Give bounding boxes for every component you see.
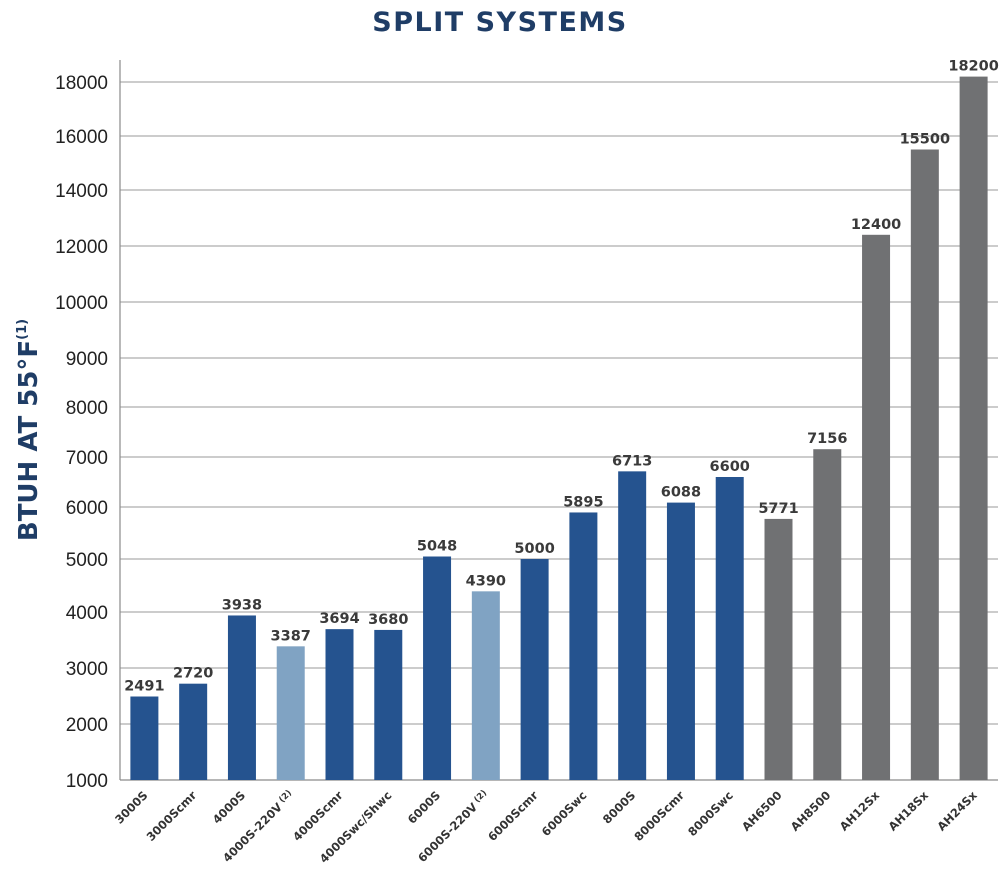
data-label: 2720 [173,666,213,682]
bar [520,559,549,780]
grid-lines [119,60,998,781]
data-label: 6088 [661,485,701,501]
data-label: 18200 [948,59,998,75]
category-label: 3000S [112,788,150,826]
category-label: AH12Sx [837,788,883,834]
bar [179,683,208,780]
y-tick-labels: 1000 2000 3000 4000 5000 6000 7000 8000 9000 1000… [55,73,108,792]
data-label: 4390 [466,573,506,589]
y-tick-label: 9000 [66,349,108,370]
data-labels: 2491 2720 3938 3387 3694 3680 5048 4390 5000 5895… [124,59,999,695]
chart-title: SPLIT SYSTEMS [372,7,627,38]
bar [374,629,403,780]
y-tick-label: 10000 [55,293,108,314]
data-label: 5895 [563,494,603,510]
bar [764,518,793,780]
category-label: AH24Sx [934,788,980,834]
y-tick-label: 14000 [55,181,108,202]
y-axis-label: BTUH AT 55°F(1) [14,319,44,541]
y-axis-label-text: BTUH AT 55°F [14,340,44,541]
bar [715,477,744,780]
category-label: 8000Swc [685,788,736,839]
bar [227,615,256,780]
bar [862,234,891,781]
data-label: 3680 [368,612,408,628]
data-label: 15500 [900,132,950,148]
bar [276,646,305,780]
category-label: 6000S [405,788,443,826]
bars [130,76,988,781]
data-label: 3694 [319,611,359,627]
data-label: 7156 [807,431,847,447]
category-label: 8000Scmr [631,788,687,844]
y-tick-label: 7000 [66,448,108,469]
data-label: 6600 [710,459,750,475]
data-label: 2491 [124,679,164,695]
category-label: AH6500 [739,788,785,834]
bar [130,696,159,780]
y-tick-label: 16000 [55,127,108,148]
y-tick-label: 4000 [66,603,108,624]
y-tick-label: 8000 [66,398,108,419]
category-label: AH8500 [788,788,834,834]
y-axis-label-superscript: (1) [15,319,30,340]
data-label: 3387 [271,628,311,644]
category-label: 6000Scmr [485,788,541,844]
bar [423,556,452,780]
data-label: 3938 [222,597,262,613]
y-tick-label: 5000 [66,550,108,571]
category-label: 8000S [600,788,638,826]
data-label: 5771 [758,501,798,517]
y-tick-label: 18000 [55,73,108,94]
y-tick-label: 3000 [66,659,108,680]
y-tick-label: 12000 [55,237,108,258]
bar [569,512,598,780]
data-label: 6713 [612,453,652,469]
bar [910,149,939,780]
category-label: 4000S [210,788,248,826]
data-label: 5000 [514,541,554,557]
category-label: 6000Swc [539,788,590,839]
bar [813,449,842,780]
bar [618,471,647,780]
category-label: 3000Scmr [144,788,200,844]
bar [471,591,500,780]
bar [666,502,695,780]
data-label: 12400 [851,217,901,233]
bar [959,76,988,781]
y-tick-label: 2000 [66,715,108,736]
y-tick-label: 1000 [66,771,108,792]
y-tick-label: 6000 [66,498,108,519]
data-label: 5048 [417,539,457,555]
bar [325,629,354,780]
category-label: AH18Sx [886,788,932,834]
